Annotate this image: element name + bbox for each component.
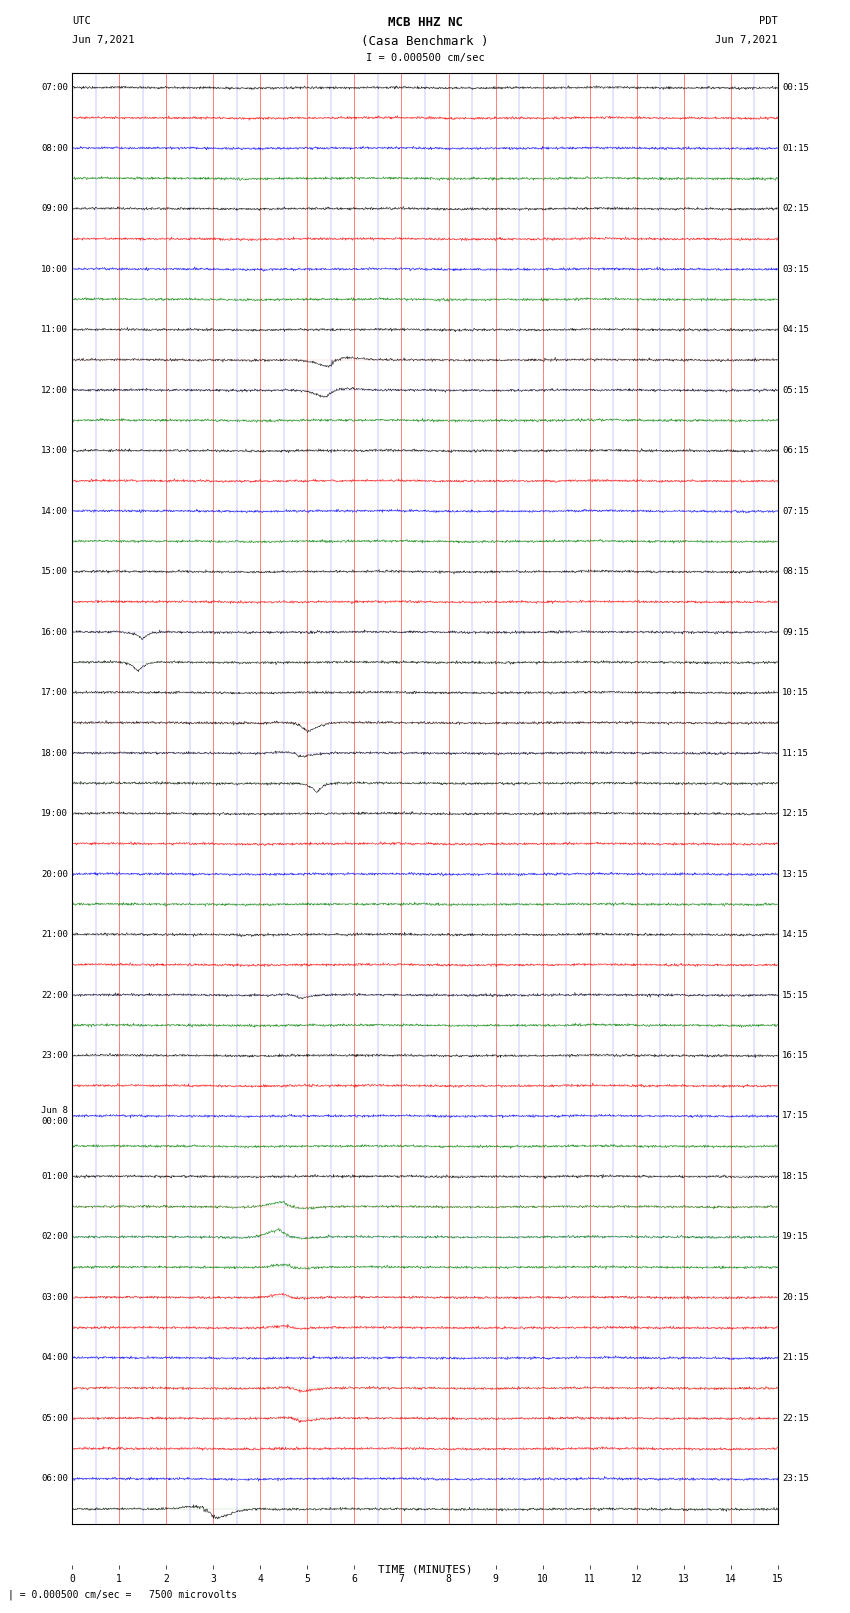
Text: 05:15: 05:15	[782, 386, 809, 395]
Text: 23:15: 23:15	[782, 1474, 809, 1484]
Text: 19:00: 19:00	[41, 810, 68, 818]
Text: 20:15: 20:15	[782, 1294, 809, 1302]
Text: MCB HHZ NC: MCB HHZ NC	[388, 16, 462, 29]
Text: 09:00: 09:00	[41, 205, 68, 213]
Text: 03:15: 03:15	[782, 265, 809, 274]
Text: 18:15: 18:15	[782, 1173, 809, 1181]
Text: 06:15: 06:15	[782, 447, 809, 455]
Text: 02:15: 02:15	[782, 205, 809, 213]
Text: 17:15: 17:15	[782, 1111, 809, 1121]
Text: 15:15: 15:15	[782, 990, 809, 1000]
Text: 08:00: 08:00	[41, 144, 68, 153]
Text: 01:00: 01:00	[41, 1173, 68, 1181]
Text: 07:15: 07:15	[782, 506, 809, 516]
Text: 02:00: 02:00	[41, 1232, 68, 1242]
Text: TIME (MINUTES): TIME (MINUTES)	[377, 1565, 473, 1574]
Text: 17:00: 17:00	[41, 689, 68, 697]
Text: 10:00: 10:00	[41, 265, 68, 274]
Text: 16:15: 16:15	[782, 1052, 809, 1060]
Text: (Casa Benchmark ): (Casa Benchmark )	[361, 35, 489, 48]
Text: 20:00: 20:00	[41, 869, 68, 879]
Text: 12:15: 12:15	[782, 810, 809, 818]
Text: 22:00: 22:00	[41, 990, 68, 1000]
Text: 13:00: 13:00	[41, 447, 68, 455]
Text: 22:15: 22:15	[782, 1415, 809, 1423]
Text: PDT: PDT	[759, 16, 778, 26]
Text: UTC: UTC	[72, 16, 91, 26]
Text: 08:15: 08:15	[782, 568, 809, 576]
Text: 21:00: 21:00	[41, 931, 68, 939]
Text: 04:15: 04:15	[782, 326, 809, 334]
Text: 18:00: 18:00	[41, 748, 68, 758]
Text: 09:15: 09:15	[782, 627, 809, 637]
Text: 21:15: 21:15	[782, 1353, 809, 1363]
Text: 23:00: 23:00	[41, 1052, 68, 1060]
Text: 01:15: 01:15	[782, 144, 809, 153]
Text: 06:00: 06:00	[41, 1474, 68, 1484]
Text: 03:00: 03:00	[41, 1294, 68, 1302]
Text: | = 0.000500 cm/sec =   7500 microvolts: | = 0.000500 cm/sec = 7500 microvolts	[8, 1589, 238, 1600]
Text: 00:15: 00:15	[782, 84, 809, 92]
Text: 12:00: 12:00	[41, 386, 68, 395]
Text: 15:00: 15:00	[41, 568, 68, 576]
Text: 11:15: 11:15	[782, 748, 809, 758]
Text: Jun 8
00:00: Jun 8 00:00	[41, 1107, 68, 1126]
Text: Jun 7,2021: Jun 7,2021	[715, 35, 778, 45]
Text: 07:00: 07:00	[41, 84, 68, 92]
Text: 14:00: 14:00	[41, 506, 68, 516]
Text: I = 0.000500 cm/sec: I = 0.000500 cm/sec	[366, 53, 484, 63]
Text: 10:15: 10:15	[782, 689, 809, 697]
Text: 13:15: 13:15	[782, 869, 809, 879]
Text: Jun 7,2021: Jun 7,2021	[72, 35, 135, 45]
Text: 14:15: 14:15	[782, 931, 809, 939]
Text: 05:00: 05:00	[41, 1415, 68, 1423]
Text: 19:15: 19:15	[782, 1232, 809, 1242]
Text: 16:00: 16:00	[41, 627, 68, 637]
Text: 04:00: 04:00	[41, 1353, 68, 1363]
Text: 11:00: 11:00	[41, 326, 68, 334]
